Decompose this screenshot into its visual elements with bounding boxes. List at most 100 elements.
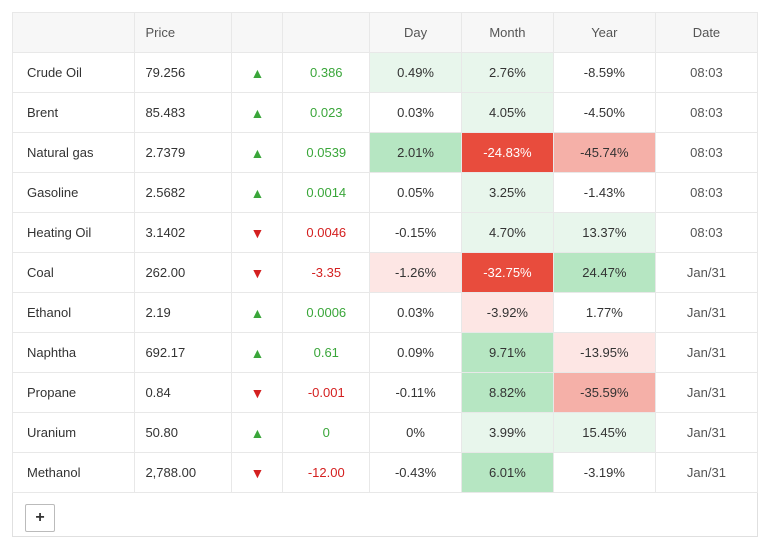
down-arrow-icon: ▼ <box>232 253 283 293</box>
commodities-table: Price Day Month Year Date Crude Oil79.25… <box>12 12 758 537</box>
commodity-name[interactable]: Heating Oil <box>13 213 135 253</box>
price-value: 2.19 <box>135 293 232 333</box>
add-button[interactable]: + <box>25 504 55 532</box>
commodity-name[interactable]: Propane <box>13 373 135 413</box>
change-value: 0.0539 <box>283 133 370 173</box>
year-pct: 13.37% <box>553 213 655 253</box>
up-arrow-icon: ▲ <box>232 53 283 93</box>
header-year[interactable]: Year <box>553 13 655 53</box>
day-pct: 0.05% <box>370 173 462 213</box>
change-value: -3.35 <box>283 253 370 293</box>
day-pct: 0.03% <box>370 293 462 333</box>
price-value: 2.7379 <box>135 133 232 173</box>
date-value: 08:03 <box>655 93 757 133</box>
year-pct: 1.77% <box>553 293 655 333</box>
year-pct: -45.74% <box>553 133 655 173</box>
month-pct: 9.71% <box>461 333 553 373</box>
price-value: 3.1402 <box>135 213 232 253</box>
header-chg <box>283 13 370 53</box>
commodity-name[interactable]: Ethanol <box>13 293 135 333</box>
date-value: 08:03 <box>655 213 757 253</box>
month-pct: 2.76% <box>461 53 553 93</box>
date-value: Jan/31 <box>655 253 757 293</box>
change-value: 0.0046 <box>283 213 370 253</box>
table-row[interactable]: Propane0.84▼-0.001-0.11%8.82%-35.59%Jan/… <box>13 373 758 413</box>
header-date[interactable]: Date <box>655 13 757 53</box>
down-arrow-icon: ▼ <box>232 453 283 493</box>
date-value: Jan/31 <box>655 333 757 373</box>
year-pct: -1.43% <box>553 173 655 213</box>
table-row[interactable]: Ethanol2.19▲0.00060.03%-3.92%1.77%Jan/31 <box>13 293 758 333</box>
day-pct: 0.03% <box>370 93 462 133</box>
table-row[interactable]: Natural gas2.7379▲0.05392.01%-24.83%-45.… <box>13 133 758 173</box>
month-pct: 6.01% <box>461 453 553 493</box>
price-value: 692.17 <box>135 333 232 373</box>
month-pct: 3.25% <box>461 173 553 213</box>
table-row[interactable]: Crude Oil79.256▲0.3860.49%2.76%-8.59%08:… <box>13 53 758 93</box>
header-month[interactable]: Month <box>461 13 553 53</box>
table-row[interactable]: Coal262.00▼-3.35-1.26%-32.75%24.47%Jan/3… <box>13 253 758 293</box>
price-value: 262.00 <box>135 253 232 293</box>
year-pct: -3.19% <box>553 453 655 493</box>
price-value: 85.483 <box>135 93 232 133</box>
day-pct: 0% <box>370 413 462 453</box>
up-arrow-icon: ▲ <box>232 413 283 453</box>
day-pct: -0.43% <box>370 453 462 493</box>
price-value: 0.84 <box>135 373 232 413</box>
day-pct: -0.15% <box>370 213 462 253</box>
month-pct: -3.92% <box>461 293 553 333</box>
month-pct: 4.70% <box>461 213 553 253</box>
footer-row: + <box>13 493 758 537</box>
change-value: 0.0014 <box>283 173 370 213</box>
commodity-name[interactable]: Methanol <box>13 453 135 493</box>
table-row[interactable]: Uranium50.80▲00%3.99%15.45%Jan/31 <box>13 413 758 453</box>
date-value: Jan/31 <box>655 293 757 333</box>
change-value: -12.00 <box>283 453 370 493</box>
down-arrow-icon: ▼ <box>232 373 283 413</box>
month-pct: 4.05% <box>461 93 553 133</box>
year-pct: 24.47% <box>553 253 655 293</box>
price-value: 2,788.00 <box>135 453 232 493</box>
header-name <box>13 13 135 53</box>
change-value: 0.386 <box>283 53 370 93</box>
year-pct: -4.50% <box>553 93 655 133</box>
commodity-name[interactable]: Uranium <box>13 413 135 453</box>
change-value: -0.001 <box>283 373 370 413</box>
table-row[interactable]: Naphtha692.17▲0.610.09%9.71%-13.95%Jan/3… <box>13 333 758 373</box>
header-day[interactable]: Day <box>370 13 462 53</box>
commodity-name[interactable]: Natural gas <box>13 133 135 173</box>
month-pct: -24.83% <box>461 133 553 173</box>
change-value: 0.0006 <box>283 293 370 333</box>
header-price[interactable]: Price <box>135 13 232 53</box>
commodity-name[interactable]: Brent <box>13 93 135 133</box>
price-value: 79.256 <box>135 53 232 93</box>
date-value: Jan/31 <box>655 413 757 453</box>
table-row[interactable]: Heating Oil3.1402▼0.0046-0.15%4.70%13.37… <box>13 213 758 253</box>
month-pct: 8.82% <box>461 373 553 413</box>
month-pct: -32.75% <box>461 253 553 293</box>
month-pct: 3.99% <box>461 413 553 453</box>
day-pct: 0.09% <box>370 333 462 373</box>
price-value: 50.80 <box>135 413 232 453</box>
table-row[interactable]: Gasoline2.5682▲0.00140.05%3.25%-1.43%08:… <box>13 173 758 213</box>
table-row[interactable]: Brent85.483▲0.0230.03%4.05%-4.50%08:03 <box>13 93 758 133</box>
date-value: Jan/31 <box>655 453 757 493</box>
year-pct: -13.95% <box>553 333 655 373</box>
commodity-name[interactable]: Gasoline <box>13 173 135 213</box>
day-pct: -0.11% <box>370 373 462 413</box>
date-value: Jan/31 <box>655 373 757 413</box>
date-value: 08:03 <box>655 173 757 213</box>
header-arrow <box>232 13 283 53</box>
up-arrow-icon: ▲ <box>232 293 283 333</box>
year-pct: -8.59% <box>553 53 655 93</box>
commodity-name[interactable]: Coal <box>13 253 135 293</box>
commodity-name[interactable]: Crude Oil <box>13 53 135 93</box>
up-arrow-icon: ▲ <box>232 133 283 173</box>
commodity-name[interactable]: Naphtha <box>13 333 135 373</box>
date-value: 08:03 <box>655 133 757 173</box>
table-row[interactable]: Methanol2,788.00▼-12.00-0.43%6.01%-3.19%… <box>13 453 758 493</box>
change-value: 0.023 <box>283 93 370 133</box>
up-arrow-icon: ▲ <box>232 173 283 213</box>
up-arrow-icon: ▲ <box>232 333 283 373</box>
change-value: 0 <box>283 413 370 453</box>
